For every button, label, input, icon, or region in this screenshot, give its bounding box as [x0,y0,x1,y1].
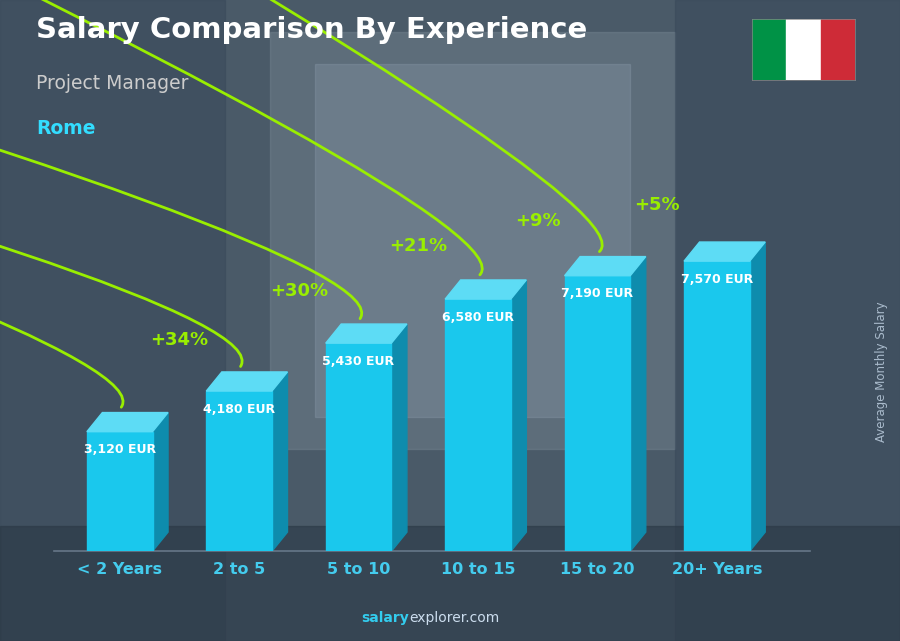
Text: +9%: +9% [515,212,561,230]
Text: salary: salary [362,611,410,625]
Text: +34%: +34% [150,331,209,349]
Polygon shape [392,324,407,551]
Bar [326,343,392,551]
Polygon shape [684,242,765,261]
Bar [564,276,630,551]
Bar [675,0,900,641]
Bar [315,64,630,417]
Text: explorer.com: explorer.com [410,611,500,625]
Bar [752,19,786,80]
Polygon shape [206,372,287,391]
Text: 7,190 EUR: 7,190 EUR [562,287,634,300]
Polygon shape [511,280,526,551]
Polygon shape [750,242,765,551]
Text: Average Monthly Salary: Average Monthly Salary [876,301,888,442]
Text: Project Manager: Project Manager [36,74,188,93]
Bar [270,32,675,449]
Text: +5%: +5% [634,196,680,215]
Polygon shape [272,372,287,551]
Bar [446,299,511,551]
Polygon shape [86,413,168,431]
Text: +21%: +21% [389,237,447,254]
Bar [86,431,152,551]
Text: 4,180 EUR: 4,180 EUR [203,403,275,415]
Text: +30%: +30% [270,282,328,300]
Text: 3,120 EUR: 3,120 EUR [84,443,156,456]
Polygon shape [326,324,407,343]
Polygon shape [446,280,526,299]
Text: Salary Comparison By Experience: Salary Comparison By Experience [36,16,587,44]
Polygon shape [152,413,168,551]
Bar [0,0,225,641]
Text: Rome: Rome [36,119,95,138]
Bar [0,526,900,641]
Text: 6,580 EUR: 6,580 EUR [442,311,514,324]
Polygon shape [630,256,646,551]
Polygon shape [564,256,646,276]
Text: 7,570 EUR: 7,570 EUR [680,272,753,286]
Bar [821,19,855,80]
Bar [206,391,272,551]
Bar [684,261,750,551]
Text: 5,430 EUR: 5,430 EUR [322,354,394,368]
Bar [786,19,821,80]
